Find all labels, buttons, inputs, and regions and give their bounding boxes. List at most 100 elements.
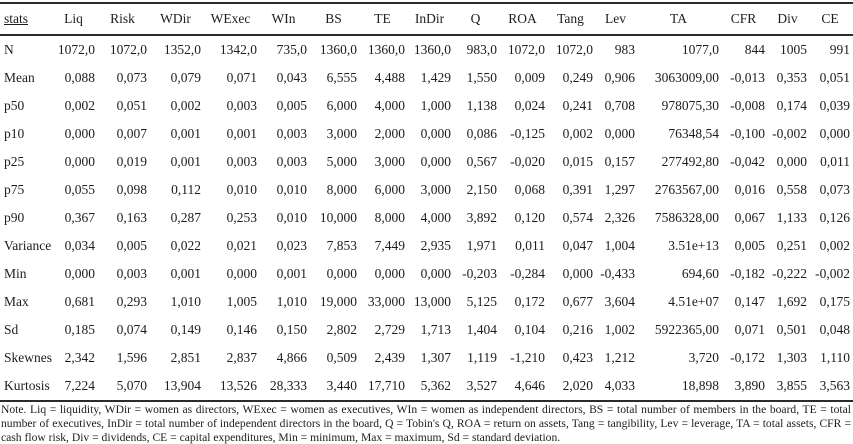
table-cell: 0,000: [420, 154, 451, 169]
table-cell: 1360,0: [319, 42, 357, 57]
table-cell: 3,720: [688, 350, 719, 365]
table-cell: 1005: [780, 42, 807, 57]
header-row: stats Liq Risk WDir WExec WIn BS TE InDir Q ROA Tan…: [0, 3, 853, 35]
table-cell: 0,112: [171, 182, 201, 197]
column-header: Tang: [557, 11, 584, 26]
table-cell: 1,297: [604, 182, 635, 197]
table-cell: 0,287: [170, 210, 201, 225]
table-cell: 2,729: [374, 322, 405, 337]
table-cell: -0,008: [730, 98, 765, 113]
row-label: Variance: [4, 238, 52, 253]
row-label: p90: [4, 210, 25, 225]
table-cell: 0,088: [64, 70, 95, 85]
table-cell: 13,904: [163, 378, 201, 393]
table-cell: 0,104: [514, 322, 545, 337]
table-cell: 2,150: [466, 182, 497, 197]
table-cell: 0,353: [776, 70, 807, 85]
table-cell: 0,002: [819, 238, 850, 253]
table-cell: 0,010: [276, 210, 307, 225]
table-cell: 0,249: [562, 70, 593, 85]
table-cell: 7,853: [326, 238, 357, 253]
table-cell: 0,071: [734, 322, 765, 337]
table-cell: 4.51e+07: [668, 294, 719, 309]
table-cell: 4,646: [514, 378, 545, 393]
column-header: CE: [821, 11, 839, 26]
row-label: Mean: [4, 70, 35, 85]
table-cell: 17,710: [367, 378, 405, 393]
column-header: Q: [470, 11, 481, 26]
row-label: p50: [4, 98, 25, 113]
table-cell: 0,000: [604, 126, 635, 141]
table-cell: 0,126: [819, 210, 850, 225]
table-cell: 0,003: [226, 98, 257, 113]
table-cell: 0,021: [226, 238, 257, 253]
table-cell: 1352,0: [163, 42, 201, 57]
table-cell: 0,051: [116, 98, 147, 113]
table-cell: 0,003: [116, 266, 147, 281]
table-cell: 735,0: [276, 42, 307, 57]
table-cell: 0,016: [734, 182, 765, 197]
table-cell: 0,024: [514, 98, 545, 113]
table-cell: 0,010: [276, 182, 307, 197]
row-label: Max: [4, 294, 29, 309]
table-cell: 3,000: [326, 126, 357, 141]
table-cell: 1,005: [226, 294, 257, 309]
table-cell: 0,574: [562, 210, 593, 225]
table-cell: 3,892: [466, 210, 497, 225]
table-cell: -0,042: [730, 154, 765, 169]
table-cell: 0,001: [170, 266, 201, 281]
table-cell: 1,550: [466, 70, 497, 85]
table-cell: 1,133: [776, 210, 807, 225]
table-cell: 13,526: [219, 378, 257, 393]
table-row: Mean 0,088 0,073 0,079 0,071 0,043 6,555 4,488 1…: [0, 64, 853, 92]
row-label: p10: [4, 126, 25, 141]
table-cell: 0,216: [562, 322, 593, 337]
table-cell: 5,000: [326, 154, 357, 169]
column-header: ROA: [508, 11, 537, 26]
table-cell: 3,440: [326, 378, 357, 393]
table-row: Variance 0,034 0,005 0,022 0,021 0,023 7,853 7,…: [0, 232, 853, 260]
table-row: Skewness 2,342 1,596 2,851 2,837 4,866 0,509 2,…: [0, 344, 853, 372]
table-cell: 0,681: [64, 294, 95, 309]
table-cell: 0,000: [64, 154, 95, 169]
table-cell: 0,906: [604, 70, 635, 85]
table-cell: 0,015: [562, 154, 593, 169]
table-cell: 0,074: [116, 322, 147, 337]
table-cell: 0,086: [466, 126, 497, 141]
table-cell: 0,009: [514, 70, 545, 85]
table-cell: 3,604: [604, 294, 635, 309]
column-header: InDir: [414, 11, 445, 26]
table-cell: 8,000: [326, 182, 357, 197]
table-cell: 0,423: [562, 350, 593, 365]
table-cell: 1,404: [466, 322, 497, 337]
table-cell: 7,224: [64, 378, 95, 393]
table-cell: 0,567: [466, 154, 497, 169]
table-row: Min 0,000 0,003 0,001 0,000 0,001 0,000 0,000 0,…: [0, 260, 853, 288]
table-cell: 0,120: [514, 210, 545, 225]
table-cell: 1077,0: [681, 42, 719, 57]
row-label: Min: [4, 266, 27, 281]
table-cell: 978075,30: [661, 98, 719, 113]
table-cell: 0,001: [170, 154, 201, 169]
table-cell: 8,000: [374, 210, 405, 225]
table-cell: 0,005: [276, 98, 307, 113]
table-cell: 3,000: [420, 182, 451, 197]
table-cell: 0,068: [514, 182, 545, 197]
table-cell: 0,000: [562, 266, 593, 281]
table-cell: 4,488: [374, 70, 405, 85]
table-cell: 0,019: [116, 154, 147, 169]
table-cell: 19,000: [319, 294, 357, 309]
column-header: TE: [374, 11, 391, 26]
table-cell: 1,002: [604, 322, 635, 337]
table-cell: 0,391: [562, 182, 593, 197]
table-row: p75 0,055 0,098 0,112 0,010 0,010 8,000 6,000 3,…: [0, 176, 853, 204]
table-cell: 1,971: [466, 238, 497, 253]
table-cell: 0,157: [604, 154, 635, 169]
table-cell: 277492,80: [661, 154, 719, 169]
table-cell: 1,429: [420, 70, 451, 85]
table-cell: 1072,0: [109, 42, 147, 57]
table-cell: 0,677: [562, 294, 593, 309]
table-cell: 1,303: [776, 350, 807, 365]
table-cell: 1,010: [170, 294, 201, 309]
